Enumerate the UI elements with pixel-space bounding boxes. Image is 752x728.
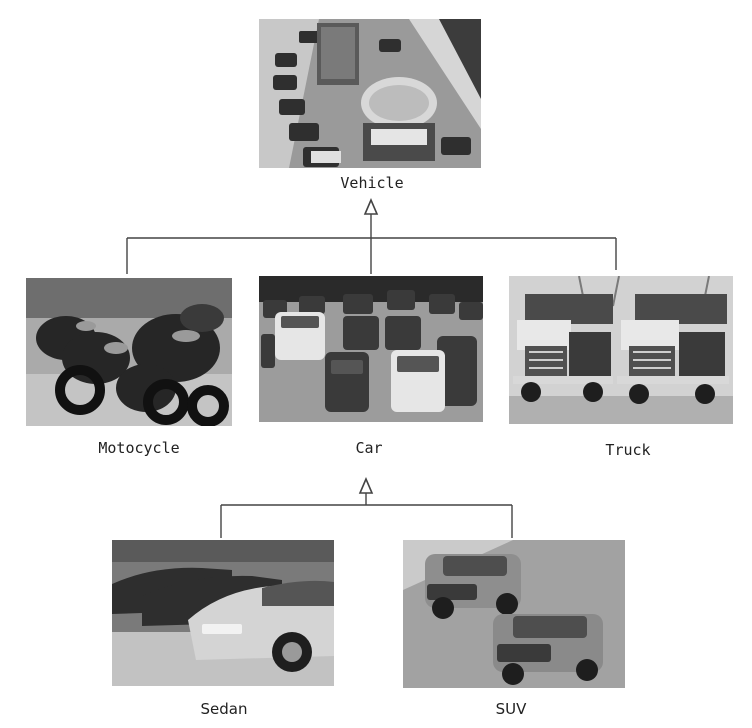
sedan-label: Sedan xyxy=(200,700,248,718)
parking-lot-photo xyxy=(259,276,483,422)
suvs-photo xyxy=(403,540,625,688)
vehicle-label: Vehicle xyxy=(340,174,404,192)
suv-label: SUV xyxy=(495,700,527,718)
truck-label: Truck xyxy=(605,441,651,459)
vehicle-generalization-connector xyxy=(126,197,617,274)
car-label: Car xyxy=(355,439,383,457)
dump-trucks-photo xyxy=(509,276,733,424)
vehicle-traffic-photo xyxy=(259,19,481,168)
sedans-photo xyxy=(112,540,334,686)
car-generalization-connector xyxy=(220,476,513,538)
vehicle-inheritance-arrow-icon xyxy=(363,197,379,215)
motorcycle-label: Motocycle xyxy=(98,439,180,457)
car-inheritance-arrow-icon xyxy=(358,476,374,494)
motorcycles-photo xyxy=(26,278,232,426)
